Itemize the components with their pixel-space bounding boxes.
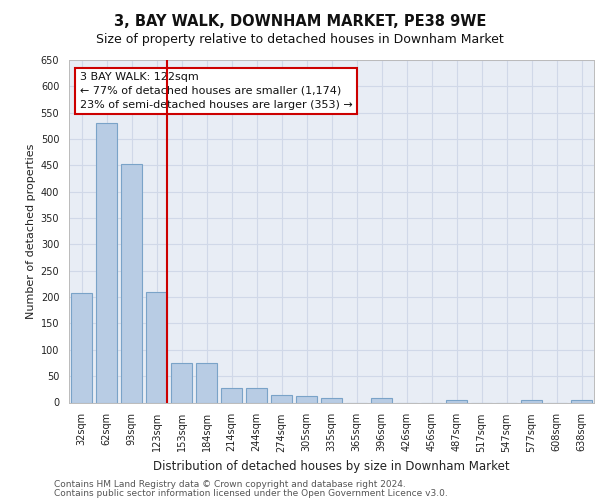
Bar xyxy=(296,396,317,402)
Bar xyxy=(171,363,192,403)
Y-axis label: Number of detached properties: Number of detached properties xyxy=(26,144,37,319)
Bar xyxy=(271,395,292,402)
Bar xyxy=(446,400,467,402)
Text: 3 BAY WALK: 122sqm
← 77% of detached houses are smaller (1,174)
23% of semi-deta: 3 BAY WALK: 122sqm ← 77% of detached hou… xyxy=(79,72,352,110)
Text: 3, BAY WALK, DOWNHAM MARKET, PE38 9WE: 3, BAY WALK, DOWNHAM MARKET, PE38 9WE xyxy=(114,14,486,29)
Bar xyxy=(121,164,142,402)
Text: Contains public sector information licensed under the Open Government Licence v3: Contains public sector information licen… xyxy=(54,488,448,498)
X-axis label: Distribution of detached houses by size in Downham Market: Distribution of detached houses by size … xyxy=(153,460,510,473)
Bar xyxy=(521,400,542,402)
Bar xyxy=(321,398,342,402)
Bar xyxy=(71,294,92,403)
Bar xyxy=(146,292,167,403)
Bar xyxy=(371,398,392,402)
Bar xyxy=(246,388,267,402)
Text: Size of property relative to detached houses in Downham Market: Size of property relative to detached ho… xyxy=(96,32,504,46)
Bar xyxy=(571,400,592,402)
Bar xyxy=(221,388,242,402)
Text: Contains HM Land Registry data © Crown copyright and database right 2024.: Contains HM Land Registry data © Crown c… xyxy=(54,480,406,489)
Bar xyxy=(196,363,217,403)
Bar xyxy=(96,123,117,402)
